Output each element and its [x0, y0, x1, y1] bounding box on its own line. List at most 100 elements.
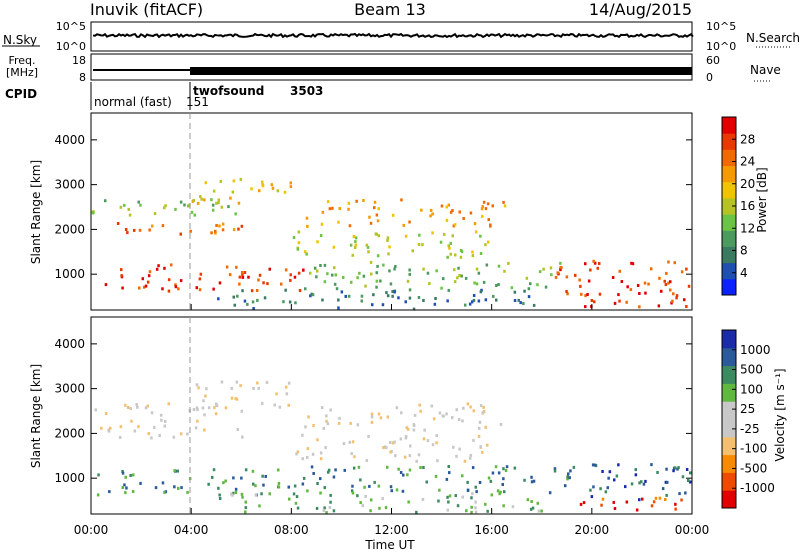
data-cell: [607, 476, 610, 480]
data-cell: [124, 228, 128, 231]
data-cell: [494, 465, 498, 469]
data-cell: [304, 287, 307, 291]
nsky-tick-bottom: 10^0: [56, 40, 86, 53]
data-cell: [373, 206, 376, 210]
data-cell: [129, 474, 132, 477]
data-cell: [188, 203, 191, 207]
data-cell: [449, 252, 452, 256]
data-cell: [354, 240, 357, 244]
data-cell: [211, 475, 214, 479]
data-cell: [395, 488, 399, 492]
data-cell: [164, 490, 168, 494]
data-cell: [210, 231, 213, 235]
data-cell: [254, 493, 258, 497]
data-cell: [375, 285, 378, 289]
data-cell: [128, 213, 132, 217]
data-cell: [458, 447, 461, 451]
data-cell: [150, 436, 153, 440]
y-tick-label: 4000: [54, 133, 85, 147]
data-cell: [601, 497, 605, 501]
data-cell: [100, 426, 103, 430]
data-cell: [325, 511, 328, 515]
data-cell: [480, 207, 484, 211]
data-cell: [277, 485, 281, 489]
data-cell: [371, 303, 374, 307]
data-cell: [667, 281, 670, 285]
data-cell: [429, 214, 432, 218]
data-cell: [235, 397, 239, 401]
data-cell: [356, 494, 359, 498]
data-cell: [664, 498, 667, 501]
x-tick-label: 00:00: [675, 523, 710, 537]
data-cell: [337, 220, 340, 224]
data-cell: [265, 380, 269, 384]
data-cell: [593, 300, 596, 304]
data-cell: [554, 275, 558, 279]
freq-tick-top: 18: [72, 54, 86, 67]
data-cell: [121, 486, 124, 489]
data-cell: [243, 271, 247, 274]
data-cell: [358, 271, 361, 275]
data-cell: [294, 301, 297, 305]
data-cell: [324, 446, 327, 450]
data-cell: [319, 264, 322, 267]
data-cell: [433, 302, 437, 306]
freq-panel: Freq. [MHz] 18 8 60 0 Nave: [6, 53, 781, 84]
data-cell: [153, 212, 157, 216]
data-cell: [418, 233, 421, 237]
data-cell: [200, 197, 203, 201]
data-cell: [222, 481, 225, 485]
power-colorbar: 4 8 12 16 20 24 28: [721, 116, 755, 296]
power-y-ticks: 1000 2000 3000 4000: [54, 133, 692, 281]
data-cell: [174, 285, 178, 289]
data-cell: [431, 443, 435, 447]
colorbar-segment: [722, 230, 736, 247]
data-cell: [419, 466, 422, 469]
data-cell: [452, 224, 456, 228]
data-cell: [323, 263, 327, 267]
data-cell: [353, 455, 356, 459]
colorbar-segment: [722, 278, 736, 296]
data-cell: [141, 277, 144, 281]
data-cell: [673, 466, 677, 470]
data-cell: [445, 218, 449, 222]
data-cell: [278, 405, 282, 409]
data-cell: [354, 236, 358, 240]
data-cell: [608, 470, 612, 474]
data-cell: [604, 490, 608, 494]
nsky-tick-top: 10^5: [56, 20, 86, 33]
data-cell: [367, 435, 370, 438]
data-cell: [412, 428, 416, 432]
data-cell: [296, 506, 300, 510]
data-cell: [377, 207, 380, 211]
data-cell: [236, 294, 239, 298]
data-cell: [298, 289, 302, 292]
data-cell: [133, 429, 137, 433]
cpid-mode-2-code: 3503: [290, 84, 323, 98]
data-cell: [593, 261, 597, 265]
data-cell: [613, 478, 616, 482]
data-cell: [579, 284, 582, 288]
data-cell: [351, 484, 354, 488]
data-cell: [332, 509, 336, 513]
data-cell: [376, 264, 379, 268]
data-cell: [331, 206, 334, 210]
data-cell: [331, 273, 334, 277]
data-cell: [490, 493, 493, 497]
data-cell: [446, 255, 449, 259]
data-cell: [664, 283, 668, 286]
data-cell: [572, 465, 576, 469]
data-cell: [210, 198, 213, 202]
data-cell: [258, 504, 261, 508]
data-cell: [471, 254, 475, 258]
data-cell: [257, 278, 260, 282]
data-cell: [179, 232, 182, 236]
data-cell: [434, 297, 437, 300]
data-cell: [660, 289, 663, 293]
data-cell: [244, 500, 247, 504]
data-cell: [231, 190, 235, 194]
cpid-mode-2-name: twofsound: [193, 84, 264, 98]
data-cell: [388, 269, 391, 273]
data-cell: [401, 489, 405, 493]
data-cell: [366, 245, 370, 249]
